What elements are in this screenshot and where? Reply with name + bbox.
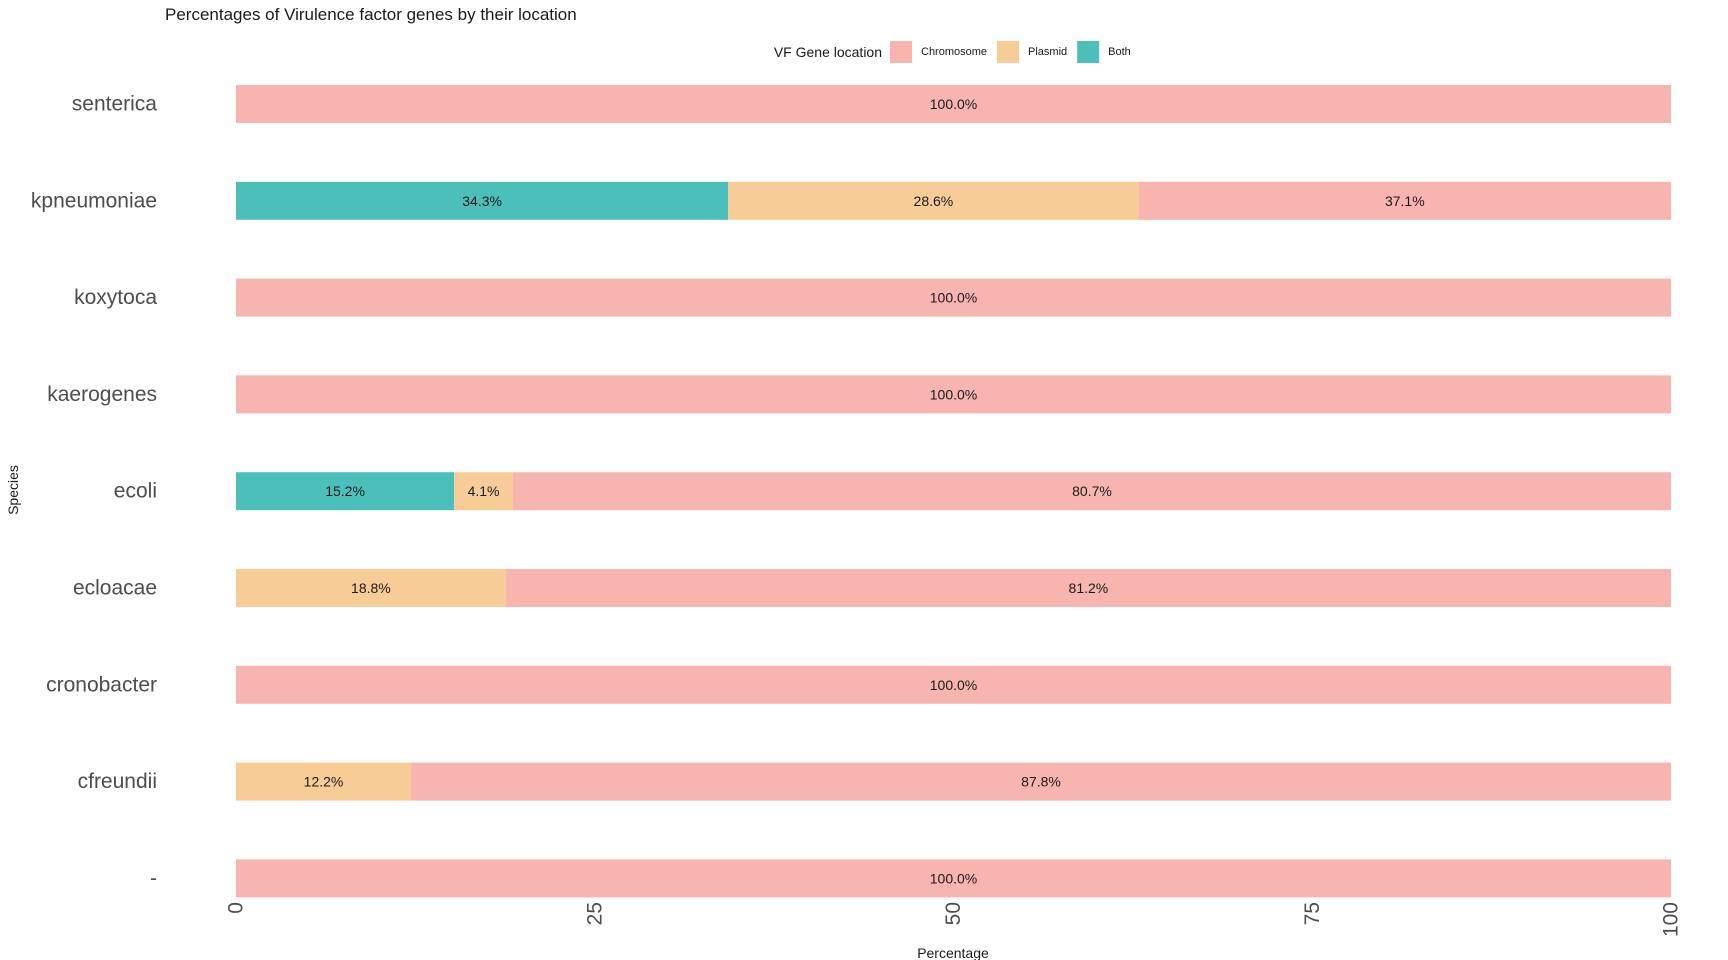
bar-label-ecloacae-plasmid: 18.8%	[351, 580, 391, 596]
bar-label-dash-chromosome: 100.0%	[930, 870, 977, 886]
category-label-dash: -	[150, 867, 157, 890]
bar-label-kpneumoniae-plasmid: 28.6%	[914, 193, 954, 209]
legend-label-both: Both	[1108, 46, 1131, 58]
bar-label-kpneumoniae-both: 34.3%	[462, 193, 502, 209]
bar-koxytoca-chromosome	[236, 278, 1671, 317]
bar-ecloacae-plasmid	[236, 569, 506, 607]
bar-ecoli-plasmid	[454, 472, 513, 511]
legend-swatch-plasmid	[997, 41, 1020, 63]
bar-label-senterica-chromosome: 100.0%	[930, 96, 977, 112]
bar-kpneumoniae-chromosome	[1138, 181, 1671, 220]
legend-label-plasmid: Plasmid	[1028, 46, 1067, 58]
legend-title: VF Gene location	[774, 44, 882, 60]
bar-label-cronobacter-chromosome: 100.0%	[930, 677, 977, 693]
bar-label-ecoli-plasmid: 4.1%	[468, 483, 500, 499]
bar-label-koxytoca-chromosome: 100.0%	[930, 290, 977, 306]
category-label-senterica: senterica	[72, 93, 158, 116]
x-tick-label-100: 100	[1660, 902, 1683, 937]
bar-kpneumoniae-plasmid	[728, 181, 1139, 220]
legend-swatch-both	[1077, 41, 1100, 63]
bar-labels-group: 100.0% 34.3% 28.6% 37.1% 100.0% 100.0% 15.2% 4.…	[304, 96, 1425, 886]
bar-ecloacae-chromosome	[505, 569, 1671, 607]
bar-label-cfreundii-chromosome: 87.8%	[1021, 774, 1061, 790]
legend: VF Gene location Chromosome Plasmid Both	[774, 41, 1131, 63]
x-axis-title: Percentage	[917, 945, 989, 960]
x-tick-label-75: 75	[1301, 902, 1324, 925]
bar-label-kpneumoniae-chromosome: 37.1%	[1385, 193, 1425, 209]
y-axis-title: Species	[5, 465, 21, 515]
bar-dash-chromosome	[236, 859, 1671, 898]
legend-swatch-chromosome	[890, 41, 912, 63]
x-tick-label-0: 0	[225, 902, 248, 914]
x-tick-labels-group: 0 25 50 75 100	[225, 902, 1683, 937]
category-label-ecloacae: ecloacae	[73, 577, 157, 600]
bar-ecoli-chromosome	[512, 472, 1671, 511]
category-label-koxytoca: koxytoca	[74, 286, 157, 309]
bar-cfreundii-chromosome	[411, 762, 1671, 801]
bars-group	[236, 85, 1671, 898]
bar-cfreundii-plasmid	[236, 762, 412, 801]
bar-label-cfreundii-plasmid: 12.2%	[304, 774, 344, 790]
category-label-cfreundii: cfreundii	[78, 770, 157, 793]
category-label-ecoli: ecoli	[114, 480, 157, 503]
bar-kpneumoniae-both	[236, 181, 729, 220]
bar-ecoli-both	[236, 472, 455, 511]
x-tick-label-50: 50	[942, 902, 965, 925]
bar-senterica-chromosome	[236, 85, 1671, 123]
bar-label-kaerogenes-chromosome: 100.0%	[930, 386, 977, 402]
category-label-kpneumoniae: kpneumoniae	[31, 189, 157, 212]
chart-title: Percentages of Virulence factor genes by…	[165, 5, 577, 24]
bar-kaerogenes-chromosome	[236, 375, 1671, 414]
x-tick-label-25: 25	[583, 902, 606, 925]
category-labels-group: senterica kpneumoniae koxytoca kaerogenes ec…	[31, 93, 157, 890]
legend-label-chromosome: Chromosome	[921, 46, 987, 58]
bar-label-ecoli-both: 15.2%	[325, 483, 365, 499]
bar-cronobacter-chromosome	[236, 665, 1671, 704]
category-label-kaerogenes: kaerogenes	[47, 383, 157, 406]
bar-label-ecoli-chromosome: 80.7%	[1072, 483, 1112, 499]
bar-label-ecloacae-chromosome: 81.2%	[1069, 580, 1109, 596]
category-label-cronobacter: cronobacter	[46, 673, 157, 696]
